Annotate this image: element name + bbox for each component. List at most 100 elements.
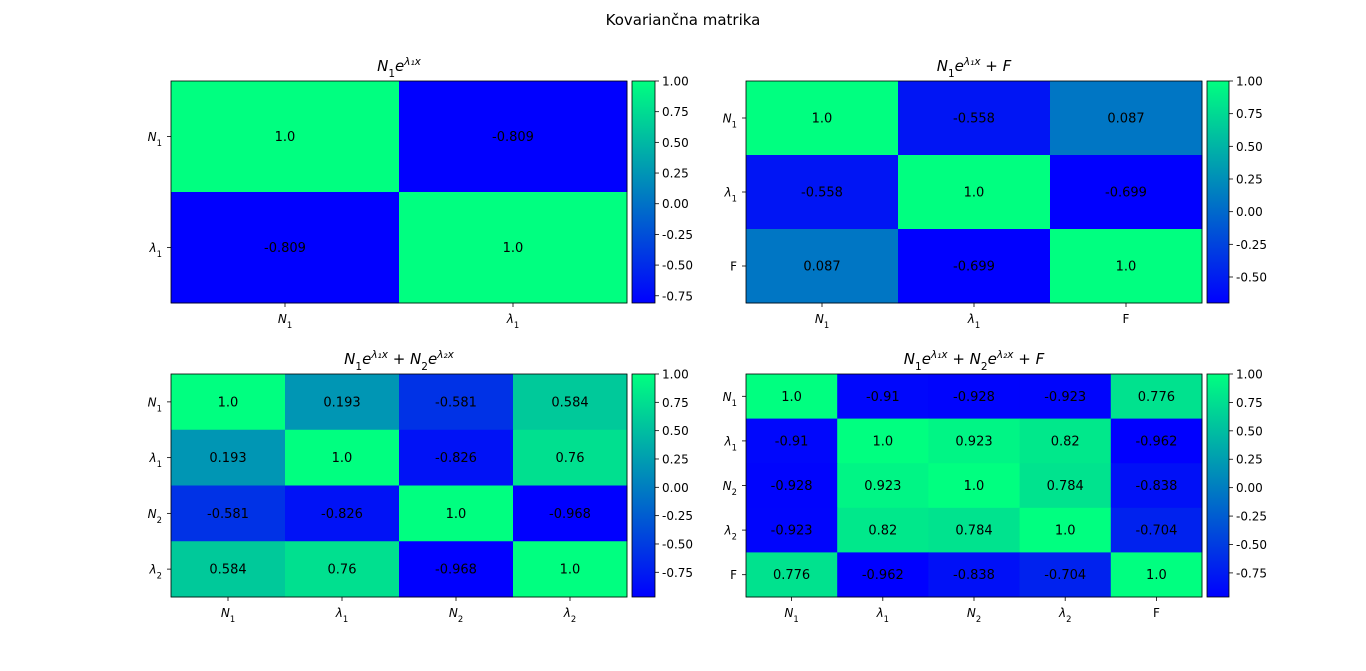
- cell-value-label: 0.584: [209, 563, 246, 578]
- heatmap-cell: [399, 541, 514, 598]
- x-tick-label: F: [1153, 606, 1160, 620]
- colorbar-tick-label: 0.75: [1236, 396, 1263, 410]
- heatmap-cell: [746, 81, 899, 156]
- cell-value-label: -0.923: [1044, 390, 1086, 405]
- colorbar: 1.00 0.75 0.50 0.25 0.00 -0.25 -0.50: [1206, 75, 1267, 304]
- heatmap-cell: [399, 374, 514, 431]
- heatmap-cell: [513, 485, 628, 542]
- heatmap-cell: [746, 374, 838, 420]
- colorbar-gradient: [1206, 373, 1230, 598]
- y-tick-label: λ2: [149, 563, 162, 581]
- x-tick-label: F: [1123, 312, 1130, 326]
- cell-value-label: 0.82: [1051, 434, 1080, 449]
- cell-value-label: 0.584: [551, 395, 588, 410]
- cell-value-label: 1.0: [332, 451, 353, 466]
- x-tick-label: N1: [278, 312, 292, 330]
- cell-value-label: 1.0: [560, 563, 581, 578]
- heatmap-cell: [1110, 463, 1203, 509]
- y-tick-label: F: [730, 260, 737, 274]
- y-tick-label: N1: [723, 390, 737, 408]
- cell-value-label: 0.776: [773, 568, 810, 583]
- y-tick-label: λ1: [724, 434, 737, 452]
- y-tick-label: N1: [148, 395, 162, 413]
- cell-value-label: -0.838: [953, 568, 995, 583]
- heatmap-cell: [1019, 463, 1112, 509]
- heatmap-cell: [285, 374, 400, 431]
- cell-value-label: -0.704: [1135, 524, 1177, 539]
- x-tick-label: λ1: [506, 312, 519, 330]
- heatmap-cell: [1050, 81, 1203, 156]
- heatmap-cell: [285, 541, 400, 598]
- heatmap-panel-4: N1eλ₁x + N2eλ₂x + F 1.0 -0.91 -0.928 -0.923 0…: [723, 349, 1267, 624]
- colorbar-tick-label: -0.75: [662, 289, 693, 303]
- colorbar-gradient: [1206, 80, 1230, 304]
- heatmap-cell: [285, 485, 400, 542]
- cell-value-label: 1.0: [275, 130, 296, 145]
- colorbar-tick-label: 0.25: [1236, 172, 1263, 186]
- cell-value-label: 1.0: [1146, 568, 1167, 583]
- y-tick-label: N1: [723, 112, 737, 130]
- y-tick-label: λ1: [149, 451, 162, 469]
- heatmap-cell: [837, 374, 929, 420]
- heatmap-cell: [1019, 374, 1112, 420]
- colorbar-tick-label: 0.75: [1236, 107, 1263, 121]
- cell-value-label: -0.809: [492, 130, 534, 145]
- x-tick-label: λ2: [563, 606, 576, 624]
- heatmap-cell: [746, 155, 899, 230]
- cell-value-label: -0.838: [1135, 479, 1177, 494]
- heatmap-cell: [928, 418, 1021, 464]
- colorbar-tick-label: -0.75: [1236, 566, 1267, 580]
- colorbar-gradient: [631, 373, 656, 598]
- x-tick-label: λ1: [967, 312, 980, 330]
- heatmap-cell: [837, 507, 929, 553]
- heatmap-cell: [746, 552, 838, 598]
- colorbar-tick-label: -0.50: [662, 537, 693, 551]
- heatmap-panel-1: N1eλ₁x 1.0 -0.809 -0.809 1.0 N1 N1 λ1 λ1 1.00 0.75…: [148, 56, 693, 330]
- heatmap-cell: [399, 192, 628, 304]
- colorbar-tick-label: 0.50: [662, 136, 689, 150]
- heatmap-cell: [1019, 507, 1112, 553]
- cell-value-label: -0.968: [549, 507, 591, 522]
- colorbar-tick-label: 0.50: [662, 424, 689, 438]
- cell-value-label: 1.0: [872, 434, 893, 449]
- cell-value-label: 1.0: [812, 112, 833, 127]
- cell-value-label: -0.928: [771, 479, 813, 494]
- heatmap-cell: [513, 541, 628, 598]
- cell-value-label: 1.0: [964, 479, 985, 494]
- colorbar-tick-label: -0.25: [1236, 510, 1267, 524]
- colorbar-gradient: [631, 80, 656, 304]
- cell-value-label: 0.82: [868, 524, 897, 539]
- cell-value-label: 0.193: [323, 395, 360, 410]
- colorbar-tick-label: 0.50: [1236, 140, 1263, 154]
- heatmap-cell: [928, 463, 1021, 509]
- colorbar-tick-label: -0.75: [662, 566, 693, 580]
- heatmap-cell: [928, 552, 1021, 598]
- heatmap-cell: [746, 507, 838, 553]
- figure-title: Kovariančna matrika: [606, 11, 761, 29]
- cell-value-label: -0.91: [866, 390, 900, 405]
- heatmap-cell: [898, 81, 1051, 156]
- cell-value-label: -0.826: [321, 507, 363, 522]
- heatmap-cell: [746, 229, 899, 304]
- colorbar-tick-label: -0.25: [1236, 238, 1267, 252]
- axes-frame: [170, 80, 628, 304]
- y-tick-label: N1: [148, 130, 162, 148]
- heatmap-cell: [898, 229, 1051, 304]
- y-tick-label: N2: [723, 479, 737, 497]
- cell-value-label: -0.962: [862, 568, 904, 583]
- x-tick-label: λ2: [1058, 606, 1071, 624]
- heatmap-cell: [837, 552, 929, 598]
- x-tick-label: N1: [221, 606, 235, 624]
- x-tick-label: λ1: [335, 606, 348, 624]
- heatmap-panel-3: N1eλ₁x + N2eλ₂x 1.0 0.193 -0.581 0.584 0.193 1…: [148, 349, 693, 624]
- heatmap-cell: [928, 374, 1021, 420]
- heatmap-cell: [1110, 374, 1203, 420]
- panel-title: N1eλ₁x + N2eλ₂x: [344, 349, 454, 373]
- cell-value-label: -0.809: [264, 241, 306, 256]
- cell-value-label: 0.087: [803, 260, 840, 275]
- heatmap-cell: [513, 374, 628, 431]
- colorbar-tick-label: 1.00: [662, 75, 689, 89]
- colorbar-tick-label: 0.00: [662, 197, 689, 211]
- colorbar-tick-label: 0.75: [662, 105, 689, 119]
